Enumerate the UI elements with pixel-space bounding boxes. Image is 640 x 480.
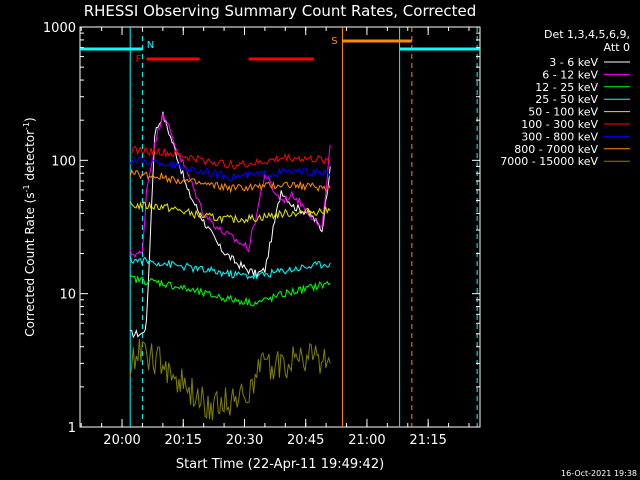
series-line: [129, 168, 331, 194]
series-line: [129, 255, 331, 280]
flag-label-s: S: [331, 36, 337, 47]
flag-label-n: N: [147, 40, 154, 51]
legend-entry-label: 12 - 25 keV: [535, 81, 598, 94]
legend-entry-label: 3 - 6 keV: [549, 56, 598, 69]
series-line: [129, 113, 331, 258]
series-line: [129, 338, 331, 421]
legend-entry-label: 7000 - 15000 keV: [500, 155, 598, 168]
x-tick-label: 21:15: [409, 433, 446, 448]
legend-entry-label: 25 - 50 keV: [535, 93, 598, 106]
x-tick-label: 20:30: [226, 433, 263, 448]
y-tick-label: 1: [68, 421, 76, 436]
series-line: [129, 156, 331, 182]
x-axis-label: Start Time (22-Apr-11 19:49:42): [176, 457, 384, 472]
series-line: [130, 145, 331, 170]
footer-date: 16-Oct-2021 19:38: [561, 469, 637, 478]
flag-label-f: F: [136, 54, 142, 65]
chart-title: RHESSI Observing Summary Count Rates, Co…: [84, 2, 477, 20]
legend-header-detectors: Det 1,3,4,5,6,9,: [544, 28, 630, 41]
series-line: [129, 274, 331, 307]
legend-header-attenuator: Att 0: [604, 41, 630, 54]
y-axis-label: Corrected Count Rate (s-1 detector-1): [22, 117, 37, 336]
x-tick-label: 21:00: [348, 433, 385, 448]
legend-entry-label: 300 - 800 keV: [521, 130, 598, 143]
x-tick-label: 20:45: [287, 433, 324, 448]
legend-entry-label: 6 - 12 keV: [542, 68, 598, 81]
y-tick-label: 10: [59, 288, 76, 303]
legend-entry-label: 800 - 7000 keV: [514, 143, 598, 156]
series-line: [129, 201, 331, 225]
x-tick-label: 20:00: [103, 433, 140, 448]
y-tick-label: 1000: [43, 21, 76, 36]
plot-frame: [79, 26, 481, 428]
legend-entry-label: 100 - 300 keV: [521, 118, 598, 131]
legend-entry-label: 50 - 100 keV: [528, 106, 598, 119]
y-tick-label: 100: [51, 154, 76, 169]
x-tick-label: 20:15: [165, 433, 202, 448]
